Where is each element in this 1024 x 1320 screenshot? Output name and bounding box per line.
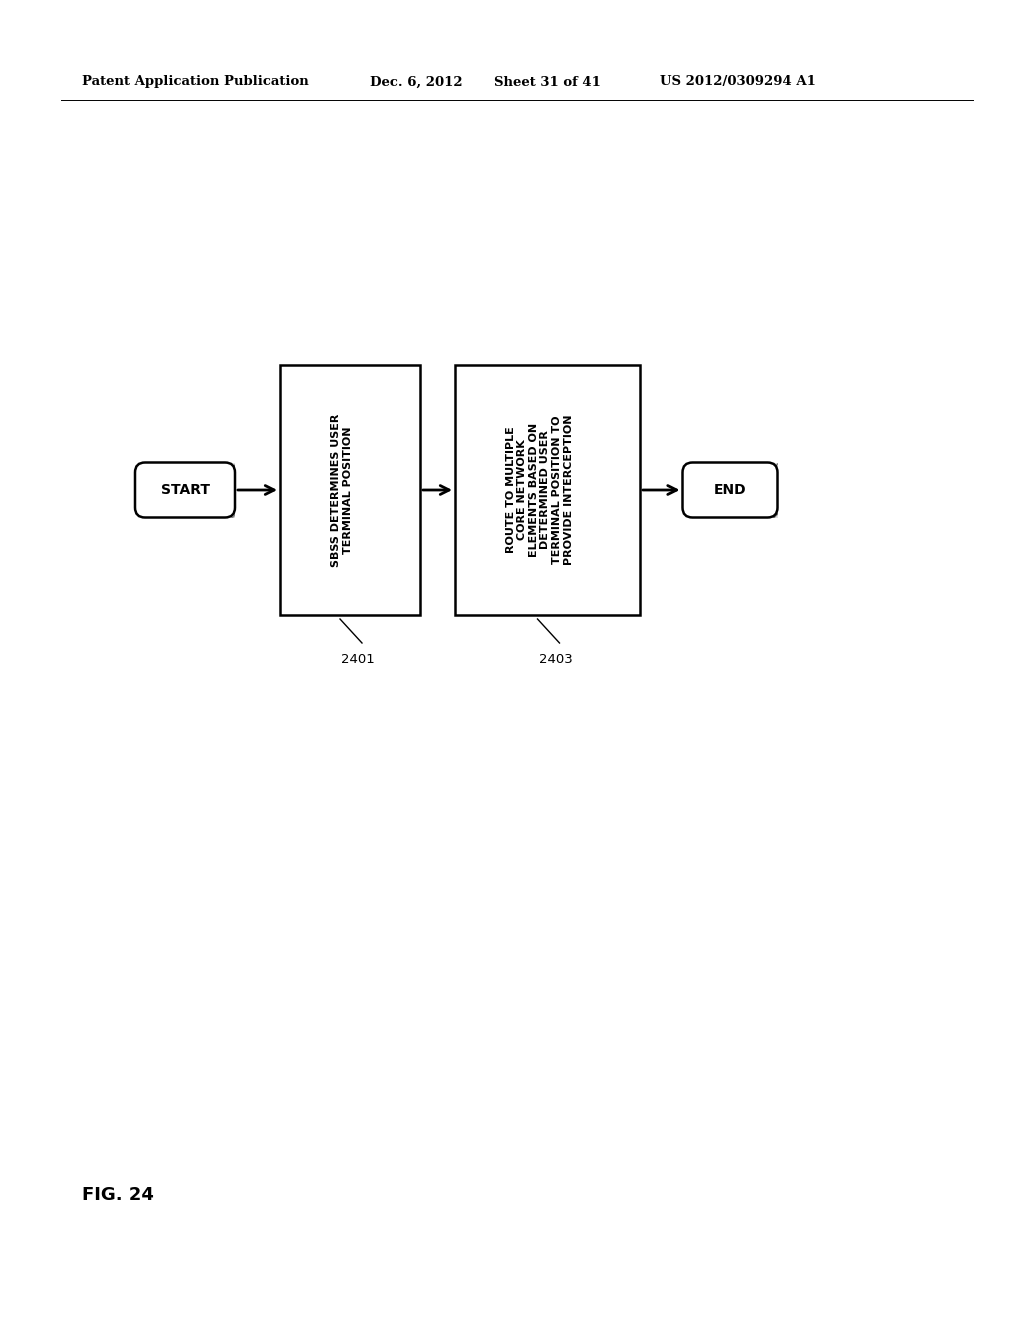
Bar bbox=[624, 381, 640, 615]
Text: SBSS DETERMINES USER
TERMINAL POSITION: SBSS DETERMINES USER TERMINAL POSITION bbox=[331, 413, 353, 566]
Bar bbox=[455, 366, 640, 615]
Bar bbox=[296, 366, 420, 381]
Bar bbox=[280, 366, 420, 615]
Text: 2403: 2403 bbox=[539, 653, 572, 667]
Text: ROUTE TO MULTIPLE
CORE NETWORK
ELEMENTS BASED ON
DETERMINED USER
TERMINAL POSITI: ROUTE TO MULTIPLE CORE NETWORK ELEMENTS … bbox=[506, 414, 573, 565]
FancyBboxPatch shape bbox=[683, 462, 777, 517]
Bar bbox=[764, 477, 777, 517]
Text: US 2012/0309294 A1: US 2012/0309294 A1 bbox=[660, 75, 816, 88]
FancyBboxPatch shape bbox=[135, 462, 234, 517]
Bar bbox=[696, 462, 777, 477]
Bar bbox=[150, 462, 234, 477]
Text: Dec. 6, 2012: Dec. 6, 2012 bbox=[370, 75, 463, 88]
Bar bbox=[221, 477, 234, 517]
Bar bbox=[471, 366, 640, 381]
Text: Sheet 31 of 41: Sheet 31 of 41 bbox=[494, 75, 601, 88]
Text: 2401: 2401 bbox=[341, 653, 375, 667]
Text: END: END bbox=[714, 483, 746, 498]
Bar bbox=[404, 381, 420, 615]
Text: START: START bbox=[161, 483, 210, 498]
Text: FIG. 24: FIG. 24 bbox=[82, 1185, 154, 1204]
Text: Patent Application Publication: Patent Application Publication bbox=[82, 75, 309, 88]
